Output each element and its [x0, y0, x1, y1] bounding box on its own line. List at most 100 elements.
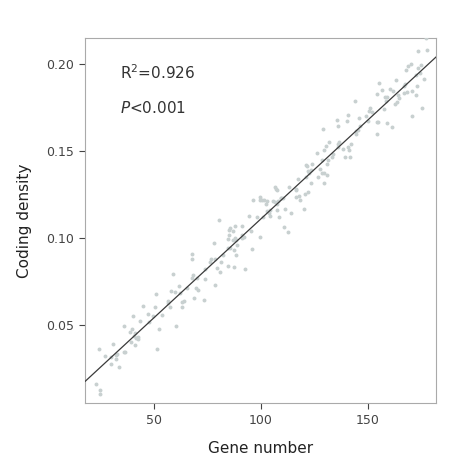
Point	[365, 107, 373, 115]
Point	[201, 265, 209, 273]
Point	[264, 197, 271, 204]
Point	[256, 193, 264, 201]
Point	[413, 71, 420, 79]
Point	[420, 75, 428, 82]
Point	[210, 240, 218, 247]
Point	[211, 281, 219, 289]
Point	[226, 224, 234, 232]
Point	[259, 213, 266, 221]
Point	[307, 179, 315, 187]
Point	[423, 46, 430, 54]
Point	[356, 123, 364, 130]
Point	[362, 112, 370, 119]
Point	[333, 117, 341, 124]
Point	[134, 333, 141, 340]
Point	[230, 246, 238, 254]
Point	[295, 192, 303, 200]
Point	[403, 89, 410, 96]
Point	[225, 227, 233, 234]
Point	[301, 191, 309, 198]
Point	[207, 258, 214, 266]
Point	[258, 196, 265, 204]
Point	[263, 200, 270, 208]
Point	[383, 119, 391, 127]
Point	[178, 303, 186, 311]
Point	[190, 294, 198, 301]
Point	[217, 268, 224, 275]
Point	[366, 104, 374, 111]
Point	[247, 228, 255, 235]
Point	[261, 197, 268, 204]
Point	[255, 233, 263, 240]
Point	[302, 173, 310, 181]
Point	[107, 360, 114, 368]
Point	[266, 212, 274, 219]
Point	[211, 255, 219, 263]
Point	[386, 85, 394, 93]
Point	[280, 223, 288, 231]
Point	[336, 138, 343, 146]
Point	[229, 237, 237, 244]
Point	[131, 329, 138, 337]
Point	[422, 34, 430, 42]
Point	[217, 258, 225, 266]
Point	[230, 263, 238, 271]
Point	[271, 198, 279, 205]
Point	[341, 154, 348, 161]
Point	[172, 288, 179, 295]
Point	[272, 185, 279, 193]
Point	[180, 298, 188, 305]
Point	[166, 303, 173, 311]
Point	[402, 66, 410, 74]
Point	[352, 98, 359, 105]
Point	[407, 60, 415, 68]
Point	[345, 143, 352, 150]
Point	[285, 183, 293, 191]
Point	[382, 97, 390, 105]
Point	[313, 149, 320, 157]
Point	[201, 275, 209, 283]
Point	[409, 87, 416, 94]
Point	[379, 86, 386, 94]
Point	[282, 205, 289, 213]
Point	[374, 91, 381, 98]
Point	[392, 76, 400, 84]
Point	[316, 165, 324, 173]
Point	[334, 143, 342, 151]
Point	[414, 47, 422, 55]
Point	[137, 317, 144, 325]
Point	[193, 274, 201, 282]
Point	[249, 196, 257, 204]
Point	[164, 297, 172, 305]
Point	[322, 142, 330, 150]
Point	[207, 255, 214, 263]
Point	[225, 245, 232, 252]
Point	[375, 79, 383, 87]
Point	[418, 104, 426, 111]
Point	[170, 270, 177, 278]
Point	[133, 334, 140, 342]
Point	[388, 123, 396, 130]
Point	[176, 282, 183, 290]
Point	[213, 264, 220, 272]
Point	[325, 138, 333, 146]
Point	[374, 130, 381, 138]
Point	[120, 322, 128, 330]
Point	[108, 354, 115, 361]
Point	[112, 356, 119, 363]
Point	[324, 172, 331, 179]
Point	[271, 183, 278, 191]
Point	[183, 284, 191, 292]
Point	[329, 150, 337, 158]
Point	[352, 130, 360, 138]
Point	[188, 250, 195, 258]
Point	[154, 345, 161, 352]
Point	[240, 233, 247, 240]
Point	[303, 163, 311, 170]
Point	[128, 325, 136, 333]
Point	[101, 352, 109, 359]
Point	[374, 118, 382, 126]
Point	[279, 194, 287, 201]
Point	[264, 207, 271, 215]
Point	[373, 118, 381, 126]
